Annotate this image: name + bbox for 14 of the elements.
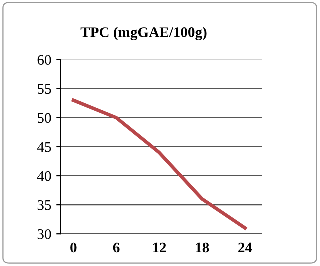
x-tick-label: 12 [153, 242, 166, 253]
y-tick-label: 30 [38, 229, 52, 240]
y-tick-label: 45 [37, 142, 52, 152]
y-tick-label: 50 [38, 113, 52, 124]
chart-title: TPC (mgGAE/100g) [80, 27, 207, 40]
x-tick-label: 0 [70, 242, 77, 253]
x-tick-label: 18 [196, 242, 210, 253]
y-tick-label: 55 [38, 84, 52, 94]
line-series [72, 98, 247, 230]
x-tick-label: 6 [113, 242, 120, 253]
x-tick-label: 24 [238, 242, 252, 253]
y-tick-label: 40 [37, 171, 52, 182]
y-tick-label: 60 [38, 55, 52, 66]
y-tick-label: 35 [38, 200, 52, 210]
